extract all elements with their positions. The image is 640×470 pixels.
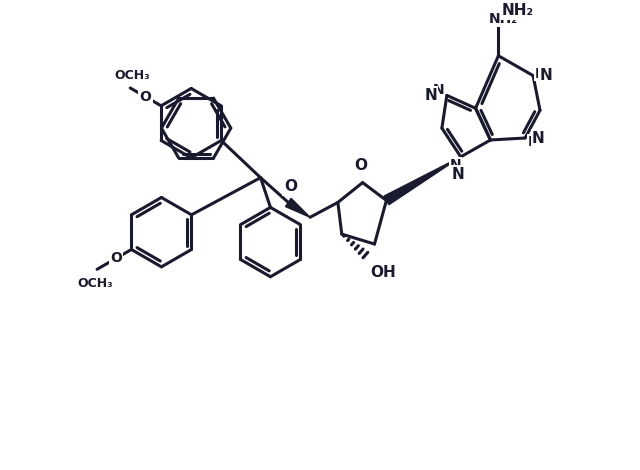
Text: O: O	[110, 251, 122, 266]
Polygon shape	[384, 157, 461, 205]
Text: N: N	[451, 167, 464, 182]
Text: N: N	[424, 88, 437, 103]
Text: O: O	[140, 90, 152, 104]
Text: N: N	[535, 67, 547, 80]
Text: N: N	[450, 158, 461, 172]
Text: O: O	[354, 158, 367, 172]
Text: O: O	[284, 180, 297, 195]
Text: OCH₃: OCH₃	[77, 277, 113, 290]
Text: OCH₃: OCH₃	[115, 69, 150, 82]
Text: N: N	[532, 131, 545, 146]
Polygon shape	[285, 198, 310, 217]
Text: OH: OH	[371, 265, 396, 280]
Text: NH₂: NH₂	[489, 12, 518, 26]
Text: N: N	[540, 68, 553, 83]
Text: N: N	[433, 84, 445, 97]
Text: N: N	[527, 135, 539, 149]
Text: NH₂: NH₂	[501, 3, 534, 18]
